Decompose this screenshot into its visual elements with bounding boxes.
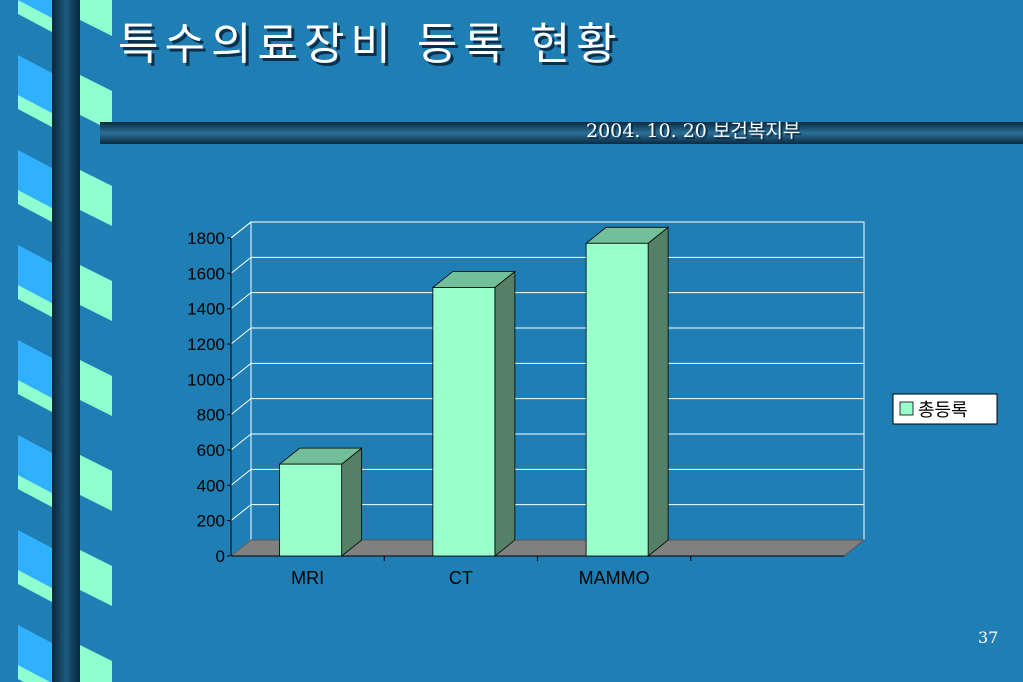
legend-swatch (899, 401, 914, 416)
bar-side-mammo (647, 226, 669, 557)
y-tick-label: 1400 (187, 300, 225, 319)
y-tick-label: 1600 (187, 264, 225, 283)
gridline (230, 221, 864, 239)
y-tick-label: 400 (197, 476, 225, 495)
gridline (230, 327, 864, 345)
ribbon-fold (18, 570, 52, 602)
ribbon-fold (18, 665, 51, 682)
y-tick-label: 600 (197, 441, 225, 460)
page-number: 37 (978, 628, 999, 647)
ribbon-fold (18, 285, 52, 317)
y-tick-label: 0 (216, 547, 225, 566)
slide-title: 특수의료장비 등록 현황 (118, 19, 623, 70)
y-tick-label: 1800 (187, 229, 225, 248)
ribbon-front-segment (80, 360, 112, 416)
gridline (230, 256, 864, 274)
bar-mri (279, 463, 343, 557)
bar-mammo (585, 242, 649, 557)
gridline (230, 433, 864, 451)
ribbon-front-segment (80, 550, 112, 606)
ribbon-fold (18, 475, 52, 507)
ribbon-back-segment (18, 625, 52, 682)
x-tick-label: MRI (291, 568, 324, 588)
gridline (230, 292, 864, 310)
x-tick-label: CT (449, 568, 473, 588)
gridline (230, 362, 864, 380)
y-tick-label: 200 (197, 512, 225, 531)
ribbon-fold (18, 95, 52, 127)
ribbon-back-segment (18, 340, 52, 398)
binder-spine-decoration (18, 0, 112, 682)
slide-subtitle: 2004. 10. 20 보건복지부 (586, 120, 801, 142)
ribbon-front-segment (80, 455, 112, 511)
ribbon-back-segment (18, 530, 52, 588)
ribbon-front-segment (80, 75, 112, 131)
title-underline-bar (100, 122, 1023, 144)
ribbon-fold (18, 380, 52, 412)
ribbon-fold (18, 190, 52, 222)
ribbon-back-segment (18, 435, 52, 493)
x-tick-label: MAMMO (579, 568, 650, 588)
ribbon-fold (18, 0, 52, 32)
ribbon-front-segment (80, 645, 112, 682)
bar-side-ct (494, 270, 516, 557)
spine-bar (52, 0, 80, 682)
chart-side-wall (230, 220, 252, 558)
y-tick-label: 1000 (187, 370, 225, 389)
ribbon-front-segment (80, 170, 112, 226)
bar-ct (432, 287, 496, 557)
gridline (230, 398, 864, 416)
ribbon-back-segment (18, 245, 52, 303)
legend-label: 총등록 (918, 400, 968, 421)
y-tick-label: 1200 (187, 335, 225, 354)
ribbon-front-segment (80, 265, 112, 321)
ribbon-back-segment (18, 55, 52, 113)
bar-side-mri (341, 447, 363, 557)
y-tick-label: 800 (197, 406, 225, 425)
ribbon-back-segment (18, 150, 52, 208)
ribbon-front-segment (80, 0, 112, 36)
